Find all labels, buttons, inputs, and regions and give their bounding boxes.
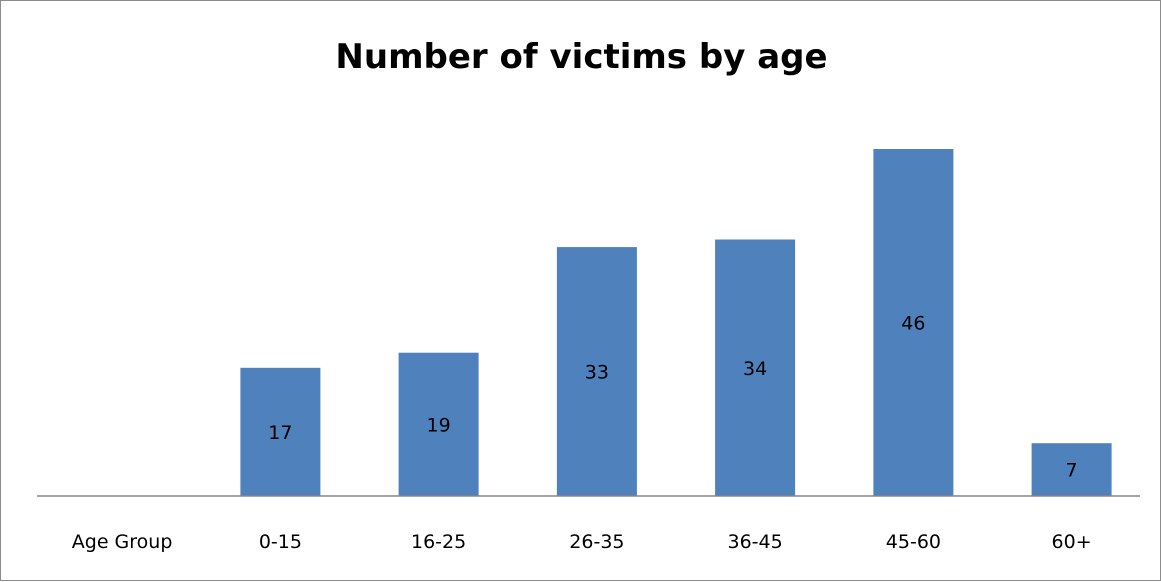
data-label-36-45: 34 — [743, 358, 767, 380]
tick-label-26-35: 26-35 — [569, 531, 624, 553]
data-label-0-15: 17 — [268, 422, 292, 444]
tick-label-16-25: 16-25 — [411, 531, 466, 553]
bars-layer — [240, 149, 1112, 496]
tick-labels-layer: Age Group 0-15 16-25 26-35 36-45 45-60 60+ — [72, 531, 1092, 553]
bar-16-25 — [398, 352, 479, 496]
data-label-60+: 7 — [1066, 460, 1078, 482]
data-label-45-60: 46 — [901, 313, 925, 335]
tick-label-0-15: 0-15 — [259, 531, 302, 553]
tick-label-Age Group: Age Group — [72, 531, 173, 553]
tick-label-60+: 60+ — [1052, 531, 1092, 553]
tick-label-45-60: 45-60 — [886, 531, 941, 553]
bar-0-15 — [240, 367, 321, 496]
chart-title: Number of victims by age — [335, 37, 828, 77]
bar-26-35 — [556, 247, 637, 496]
data-label-26-35: 33 — [585, 362, 609, 384]
bar-45-60 — [873, 149, 954, 496]
bar-36-45 — [715, 239, 796, 496]
tick-label-36-45: 36-45 — [727, 531, 782, 553]
bar-60+ — [1031, 443, 1112, 496]
data-label-16-25: 19 — [427, 414, 451, 436]
data-labels-layer: 17 19 33 34 46 7 — [268, 313, 1077, 482]
